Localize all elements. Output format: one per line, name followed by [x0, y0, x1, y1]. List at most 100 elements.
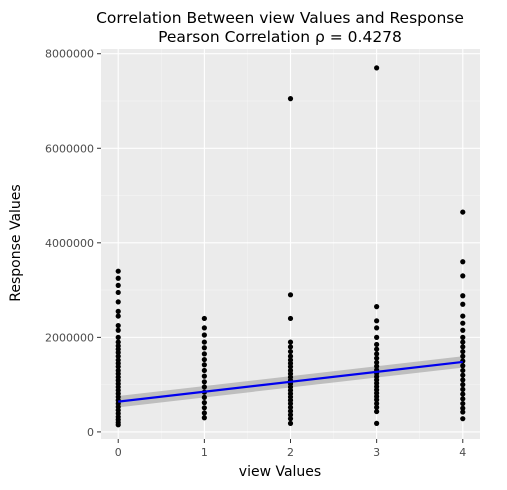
y-tick-label: 6000000: [45, 142, 94, 155]
data-point: [287, 420, 294, 426]
data-point: [460, 409, 466, 415]
data-point: [201, 367, 207, 374]
y-tick-label: 8000000: [45, 48, 94, 61]
data-point: [460, 363, 466, 369]
data-point: [115, 268, 121, 274]
data-point: [374, 363, 380, 369]
data-point: [115, 327, 121, 333]
data-point: [287, 364, 294, 370]
chart-title: Correlation Between view Values and Resp…: [96, 9, 464, 27]
data-point: [460, 339, 466, 345]
x-axis: 0 1 2 3 4: [115, 439, 466, 459]
data-point: [460, 313, 466, 319]
data-point: [287, 292, 294, 298]
data-point: [287, 344, 294, 350]
data-point: [201, 379, 207, 385]
data-point: [374, 397, 380, 403]
data-point: [460, 273, 466, 279]
data-point: [115, 299, 121, 305]
data-point: [374, 304, 380, 310]
data-point: [374, 334, 380, 340]
data-point: [460, 400, 466, 407]
data-point: [374, 359, 380, 366]
data-point: [115, 334, 121, 340]
data-point: [460, 386, 466, 392]
data-point: [374, 355, 380, 361]
data-point: [460, 320, 466, 326]
data-point: [287, 315, 294, 322]
data-point: [460, 209, 466, 215]
data-point: [374, 351, 380, 357]
y-tick-label: 0: [87, 426, 94, 439]
data-point: [201, 345, 207, 351]
data-point: [201, 339, 207, 345]
y-tick-label: 2000000: [45, 331, 94, 344]
data-point: [374, 325, 380, 331]
x-tick-label: 0: [115, 446, 122, 459]
data-point: [201, 356, 207, 363]
scatter-points: [115, 65, 466, 428]
data-point: [115, 308, 121, 314]
data-point: [287, 408, 294, 414]
data-point: [201, 400, 207, 406]
regression-line: [118, 360, 463, 403]
data-point: [287, 96, 294, 102]
data-point: [201, 362, 207, 368]
x-axis-title: view Values: [239, 464, 321, 480]
data-point: [287, 404, 294, 410]
data-point: [201, 415, 207, 421]
data-point: [287, 339, 294, 345]
data-point: [201, 373, 207, 379]
data-point: [374, 400, 380, 407]
data-point: [115, 289, 121, 296]
data-point: [287, 353, 294, 359]
data-point: [201, 405, 207, 411]
data-point: [460, 348, 466, 355]
data-point: [201, 315, 207, 322]
data-point: [201, 384, 207, 390]
data-point: [115, 313, 121, 319]
data-point: [287, 416, 294, 422]
data-point: [460, 344, 466, 350]
data-point: [115, 353, 121, 359]
data-point: [460, 372, 466, 378]
data-point: [201, 332, 207, 338]
x-tick-label: 4: [459, 446, 466, 459]
data-point: [287, 412, 294, 418]
x-tick-label: 1: [201, 446, 208, 459]
data-point: [374, 404, 380, 410]
data-point: [201, 410, 207, 416]
data-point: [115, 422, 121, 428]
data-point: [460, 391, 466, 397]
data-point: [115, 339, 121, 345]
data-point: [460, 367, 466, 374]
data-point: [374, 408, 380, 415]
y-tick-label: 4000000: [45, 237, 94, 250]
data-point: [374, 420, 380, 426]
data-point: [374, 318, 380, 324]
x-tick-label: 2: [287, 446, 294, 459]
x-tick-label: 3: [373, 446, 380, 459]
data-point: [460, 293, 466, 299]
y-axis: 0 2000000 4000000 6000000 8000000: [45, 48, 101, 439]
data-point: [287, 348, 294, 355]
data-point: [374, 341, 380, 348]
data-point: [115, 275, 121, 281]
data-point: [460, 382, 466, 388]
data-point: [460, 301, 466, 307]
data-point: [460, 377, 466, 383]
data-point: [201, 394, 207, 400]
y-axis-title: Response Values: [8, 184, 24, 301]
data-point: [460, 327, 466, 333]
data-point: [115, 364, 121, 370]
data-point: [201, 325, 207, 331]
data-point: [287, 400, 294, 407]
data-point: [460, 396, 466, 402]
data-point: [460, 259, 466, 265]
data-point: [460, 405, 466, 411]
data-point: [115, 322, 121, 329]
data-point: [460, 416, 466, 422]
data-point: [374, 346, 380, 352]
data-point: [460, 353, 466, 359]
